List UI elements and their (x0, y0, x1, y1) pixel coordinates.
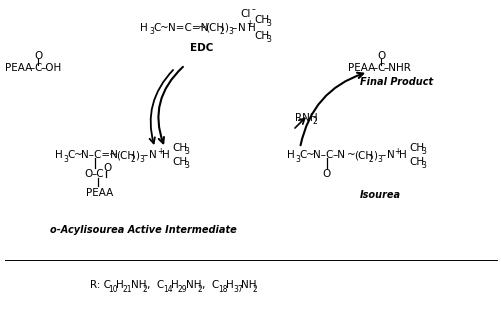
Text: o-Acylisourea Active Intermediate: o-Acylisourea Active Intermediate (50, 225, 236, 235)
Text: (CH: (CH (204, 23, 223, 33)
Text: C: C (67, 150, 74, 160)
Text: ~: ~ (346, 150, 355, 160)
Text: O: O (34, 51, 42, 61)
Text: 3: 3 (295, 154, 299, 163)
Text: C: C (376, 63, 384, 73)
Text: C: C (299, 150, 306, 160)
Text: 29: 29 (178, 284, 187, 294)
Text: ,  C: , C (147, 280, 164, 290)
Text: NH: NH (131, 280, 146, 290)
Text: 3: 3 (376, 154, 381, 163)
Text: –NHR: –NHR (383, 63, 411, 73)
Text: R: C: R: C (90, 280, 111, 290)
Text: NH: NH (240, 280, 256, 290)
Text: H: H (287, 150, 294, 160)
Text: O: O (103, 163, 111, 173)
Text: H: H (162, 150, 169, 160)
Text: PEAA: PEAA (347, 63, 375, 73)
Text: C: C (34, 63, 41, 73)
Text: +: + (393, 146, 400, 156)
Text: 21: 21 (123, 284, 132, 294)
Text: EDC: EDC (189, 43, 213, 53)
Text: Cl: Cl (239, 9, 250, 19)
Text: N: N (149, 150, 156, 160)
Text: ~: ~ (306, 150, 314, 160)
Text: 2: 2 (197, 284, 202, 294)
Text: Final Product: Final Product (359, 77, 432, 87)
Text: H: H (398, 150, 406, 160)
Text: CH: CH (172, 143, 187, 153)
Text: N: N (386, 150, 394, 160)
Text: ): ) (372, 150, 376, 160)
Text: H: H (171, 280, 178, 290)
Text: 3: 3 (420, 147, 425, 157)
Text: 14: 14 (163, 284, 172, 294)
Text: ~: ~ (74, 150, 83, 160)
Text: ~: ~ (197, 23, 206, 33)
Text: H: H (140, 23, 147, 33)
Text: 3: 3 (149, 27, 154, 37)
Text: CH: CH (408, 157, 423, 167)
Text: –: – (380, 150, 385, 160)
Text: CH: CH (408, 143, 423, 153)
Text: H: H (116, 280, 124, 290)
Text: Isourea: Isourea (359, 190, 400, 200)
Text: –: – (372, 63, 377, 73)
Text: O: O (321, 169, 330, 179)
Text: 3: 3 (139, 154, 144, 163)
Text: RNH: RNH (295, 113, 317, 123)
Text: PEAA: PEAA (5, 63, 32, 73)
Text: 2: 2 (143, 284, 147, 294)
Text: H: H (225, 280, 233, 290)
Text: –OH: –OH (41, 63, 62, 73)
Text: H: H (247, 23, 255, 33)
Text: O: O (84, 169, 92, 179)
Text: +: + (157, 146, 163, 156)
Text: 3: 3 (266, 20, 271, 28)
Text: 3: 3 (184, 162, 188, 170)
Text: –C: –C (92, 169, 104, 179)
Text: 3: 3 (420, 162, 425, 170)
Text: (CH: (CH (116, 150, 135, 160)
Text: 2: 2 (313, 117, 317, 127)
Text: CH: CH (172, 157, 187, 167)
Text: C: C (153, 23, 160, 33)
Text: CH: CH (254, 31, 269, 41)
Text: +: + (245, 20, 252, 28)
Text: –N: –N (332, 150, 345, 160)
Text: 3: 3 (63, 154, 68, 163)
Text: 3: 3 (266, 36, 271, 44)
Text: H: H (55, 150, 63, 160)
Text: –: – (30, 63, 35, 73)
Text: 18: 18 (217, 284, 227, 294)
Text: 3: 3 (227, 27, 232, 37)
Text: 2: 2 (219, 27, 224, 37)
Text: 37: 37 (232, 284, 242, 294)
Text: ,  C: , C (201, 280, 219, 290)
Text: 2: 2 (253, 284, 257, 294)
Text: N: N (237, 23, 245, 33)
Text: PEAA: PEAA (86, 188, 113, 198)
Text: ): ) (223, 23, 227, 33)
Text: NH: NH (186, 280, 201, 290)
Text: 2: 2 (368, 154, 373, 163)
Text: ~: ~ (109, 150, 118, 160)
Text: –: – (231, 23, 237, 33)
Text: 10: 10 (108, 284, 117, 294)
Text: N=C=N: N=C=N (168, 23, 208, 33)
Text: (CH: (CH (353, 150, 372, 160)
Text: –: – (252, 5, 256, 14)
Text: –: – (143, 150, 148, 160)
Text: ): ) (135, 150, 139, 160)
Text: 2: 2 (131, 154, 135, 163)
Text: 3: 3 (184, 147, 188, 157)
Text: ~: ~ (160, 23, 168, 33)
Text: O: O (376, 51, 384, 61)
Text: N–C=N: N–C=N (81, 150, 118, 160)
Text: CH: CH (254, 15, 269, 25)
Text: N–C: N–C (313, 150, 333, 160)
